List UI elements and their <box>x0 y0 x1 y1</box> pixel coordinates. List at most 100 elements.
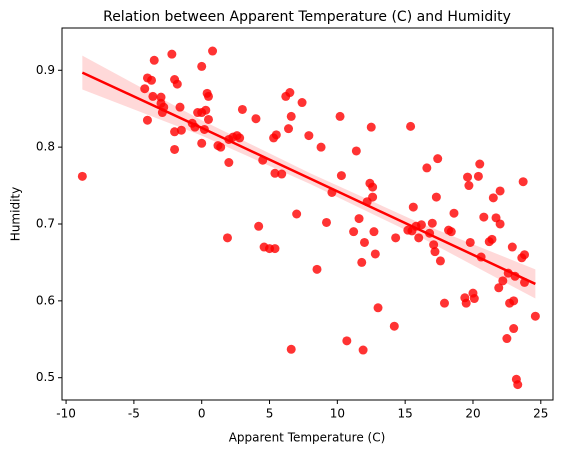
point <box>140 84 150 94</box>
y-tick-label: 0.5 <box>36 370 55 384</box>
point <box>237 104 247 114</box>
point <box>465 237 475 247</box>
point <box>368 182 378 192</box>
point <box>369 227 379 237</box>
point <box>431 192 441 202</box>
point <box>408 202 418 212</box>
point <box>167 49 177 59</box>
point <box>270 168 280 178</box>
point <box>203 114 213 124</box>
point <box>175 102 185 112</box>
plot-frame <box>61 27 554 401</box>
x-tick-label: -10 <box>56 407 76 421</box>
point <box>277 169 287 179</box>
point <box>509 296 519 306</box>
point <box>373 303 383 313</box>
point <box>358 345 368 355</box>
point <box>336 171 346 181</box>
point <box>513 380 523 390</box>
point <box>530 311 540 321</box>
point <box>439 298 449 308</box>
point <box>270 244 280 254</box>
point <box>148 91 158 101</box>
point <box>463 172 473 182</box>
point <box>284 124 294 134</box>
point <box>349 227 359 237</box>
point <box>304 131 314 141</box>
point <box>507 242 517 252</box>
point <box>495 219 505 229</box>
regression-line <box>81 71 536 286</box>
point <box>201 105 211 115</box>
point <box>422 163 432 173</box>
point <box>473 171 483 181</box>
point <box>342 336 352 346</box>
y-tick-label: 0.9 <box>36 63 55 77</box>
x-tick-label: 5 <box>266 407 274 421</box>
point <box>368 192 378 202</box>
point <box>312 264 322 274</box>
point <box>197 61 207 71</box>
point <box>494 283 504 293</box>
point <box>297 98 307 108</box>
point <box>464 181 474 191</box>
point <box>286 344 296 354</box>
point <box>170 127 180 137</box>
point <box>435 256 445 266</box>
point <box>427 218 437 228</box>
point <box>461 298 471 308</box>
point <box>147 75 157 85</box>
point <box>285 88 295 98</box>
point <box>335 111 345 121</box>
x-tick-label: 20 <box>465 407 480 421</box>
point <box>370 249 380 259</box>
y-tick-label: 0.8 <box>36 140 55 154</box>
point <box>208 46 218 56</box>
point <box>77 171 87 181</box>
point <box>488 193 498 203</box>
point <box>520 250 530 260</box>
x-tick-label: 15 <box>398 407 413 421</box>
point <box>142 115 152 125</box>
point <box>354 214 364 224</box>
x-tick-label: 0 <box>198 407 206 421</box>
point <box>495 186 505 196</box>
point <box>433 154 443 164</box>
point <box>366 122 376 132</box>
point <box>172 79 182 89</box>
point <box>475 159 485 169</box>
point <box>197 138 207 148</box>
point <box>359 237 369 247</box>
y-axis-label: Humidity <box>9 187 23 241</box>
point <box>449 208 459 218</box>
x-tick-label: 25 <box>533 407 548 421</box>
chart-title: Relation between Apparent Temperature (C… <box>103 9 511 25</box>
point <box>251 114 261 124</box>
point <box>518 177 528 187</box>
x-axis-label: Apparent Temperature (C) <box>229 431 386 445</box>
point <box>321 217 331 227</box>
point <box>429 240 439 250</box>
point <box>351 146 361 156</box>
point <box>203 91 213 101</box>
point <box>357 257 367 267</box>
y-tick-label: 0.6 <box>36 293 55 307</box>
point <box>502 334 512 344</box>
point <box>509 324 519 334</box>
point <box>391 233 401 243</box>
point <box>479 212 489 222</box>
point <box>406 121 416 131</box>
point <box>286 111 296 121</box>
point <box>414 233 424 243</box>
point <box>498 276 508 286</box>
point <box>271 130 281 140</box>
point <box>224 158 234 168</box>
point <box>170 144 180 154</box>
point <box>222 233 232 243</box>
point <box>149 55 159 65</box>
point <box>176 125 186 135</box>
point <box>235 133 245 143</box>
point <box>316 142 326 152</box>
point <box>446 227 456 237</box>
